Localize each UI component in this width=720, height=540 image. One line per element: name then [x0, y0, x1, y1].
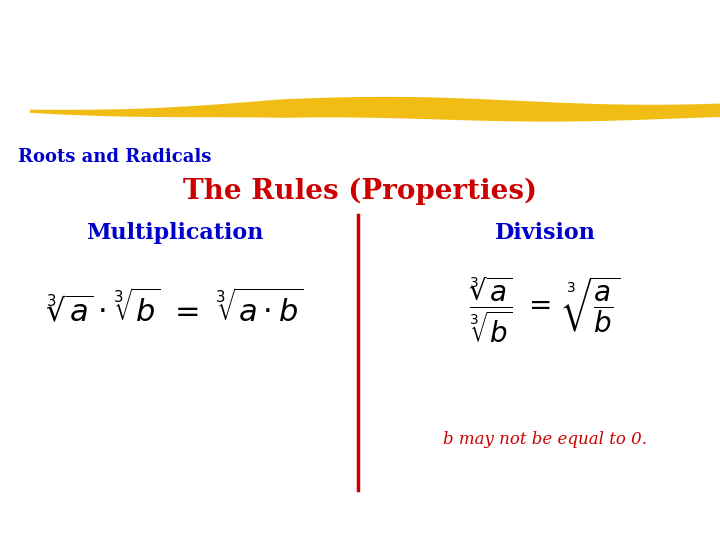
Text: Division: Division	[495, 222, 595, 244]
Polygon shape	[30, 97, 720, 122]
Text: $\sqrt[3]{a} \cdot \sqrt[3]{b} \ = \ \sqrt[3]{a \cdot b}$: $\sqrt[3]{a} \cdot \sqrt[3]{b} \ = \ \sq…	[46, 291, 304, 329]
Text: Roots and Radicals: Roots and Radicals	[18, 148, 212, 166]
Text: The Rules (Properties): The Rules (Properties)	[183, 178, 537, 205]
Text: b may not be equal to 0.: b may not be equal to 0.	[443, 431, 647, 449]
Text: Multiplication: Multiplication	[86, 222, 264, 244]
Text: $\dfrac{\sqrt[3]{a}}{\sqrt[3]{b}} \ = \ \sqrt[3]{\dfrac{a}{b}}$: $\dfrac{\sqrt[3]{a}}{\sqrt[3]{b}} \ = \ …	[469, 275, 621, 345]
